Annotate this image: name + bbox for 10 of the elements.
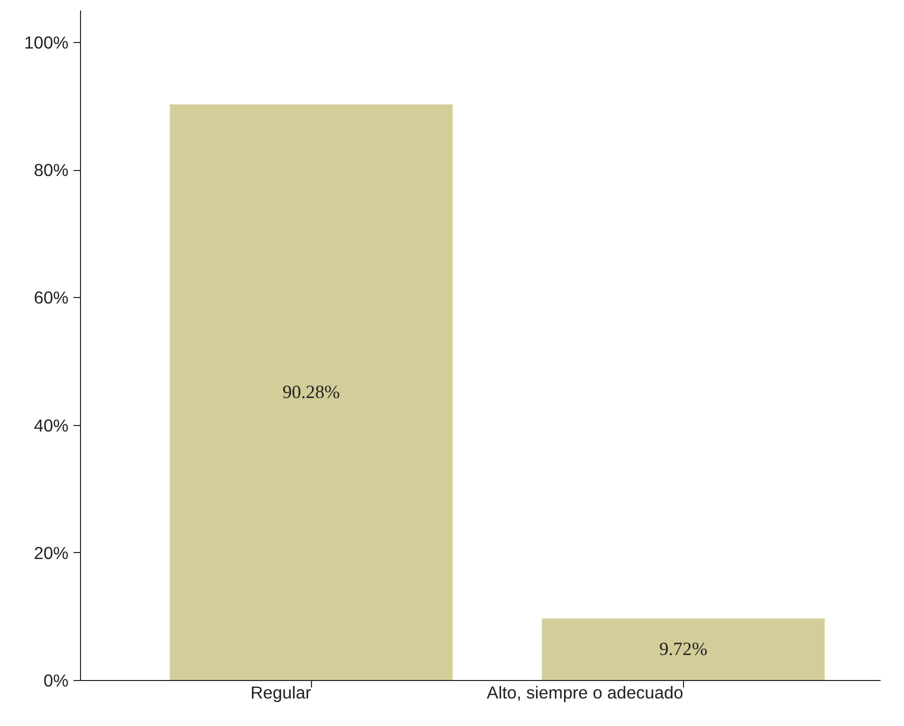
y-tick-label: 20% <box>34 542 69 563</box>
y-tick-label: 80% <box>34 160 69 180</box>
data-label: 90.28% <box>282 382 340 403</box>
x-tick-label: Alto, siempre o adecuado <box>486 682 684 702</box>
y-tick-label: 40% <box>34 415 69 436</box>
y-tick-label: 0% <box>43 670 68 690</box>
data-label: 9.72% <box>659 638 708 660</box>
x-tick-label: Regular <box>250 682 312 702</box>
y-tick-label: 100% <box>24 32 69 52</box>
y-tick-label: 60% <box>34 288 69 308</box>
